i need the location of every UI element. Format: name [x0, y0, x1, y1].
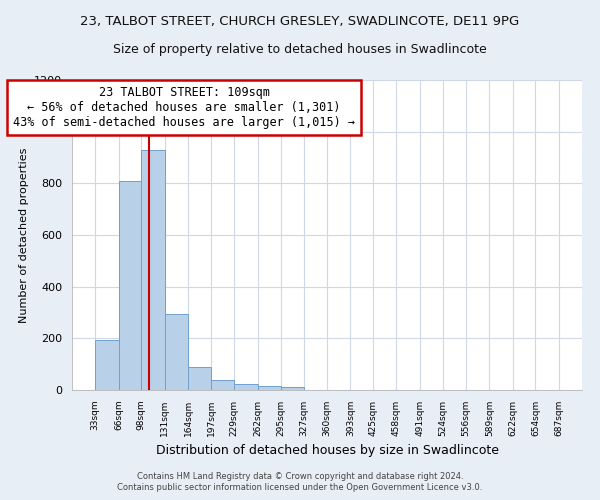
Text: Contains public sector information licensed under the Open Government Licence v3: Contains public sector information licen…: [118, 483, 482, 492]
Y-axis label: Number of detached properties: Number of detached properties: [19, 148, 29, 322]
Bar: [257, 386, 281, 390]
Bar: [281, 387, 304, 390]
Text: Size of property relative to detached houses in Swadlincote: Size of property relative to detached ho…: [113, 42, 487, 56]
Bar: [188, 368, 211, 390]
Bar: [211, 380, 234, 390]
Bar: [95, 340, 119, 390]
Text: Contains HM Land Registry data © Crown copyright and database right 2024.: Contains HM Land Registry data © Crown c…: [137, 472, 463, 481]
Bar: [164, 314, 188, 390]
Text: 23 TALBOT STREET: 109sqm
← 56% of detached houses are smaller (1,301)
43% of sem: 23 TALBOT STREET: 109sqm ← 56% of detach…: [13, 86, 355, 129]
Bar: [234, 384, 257, 390]
Bar: [119, 180, 141, 390]
X-axis label: Distribution of detached houses by size in Swadlincote: Distribution of detached houses by size …: [155, 444, 499, 458]
Bar: [141, 150, 164, 390]
Text: 23, TALBOT STREET, CHURCH GRESLEY, SWADLINCOTE, DE11 9PG: 23, TALBOT STREET, CHURCH GRESLEY, SWADL…: [80, 15, 520, 28]
